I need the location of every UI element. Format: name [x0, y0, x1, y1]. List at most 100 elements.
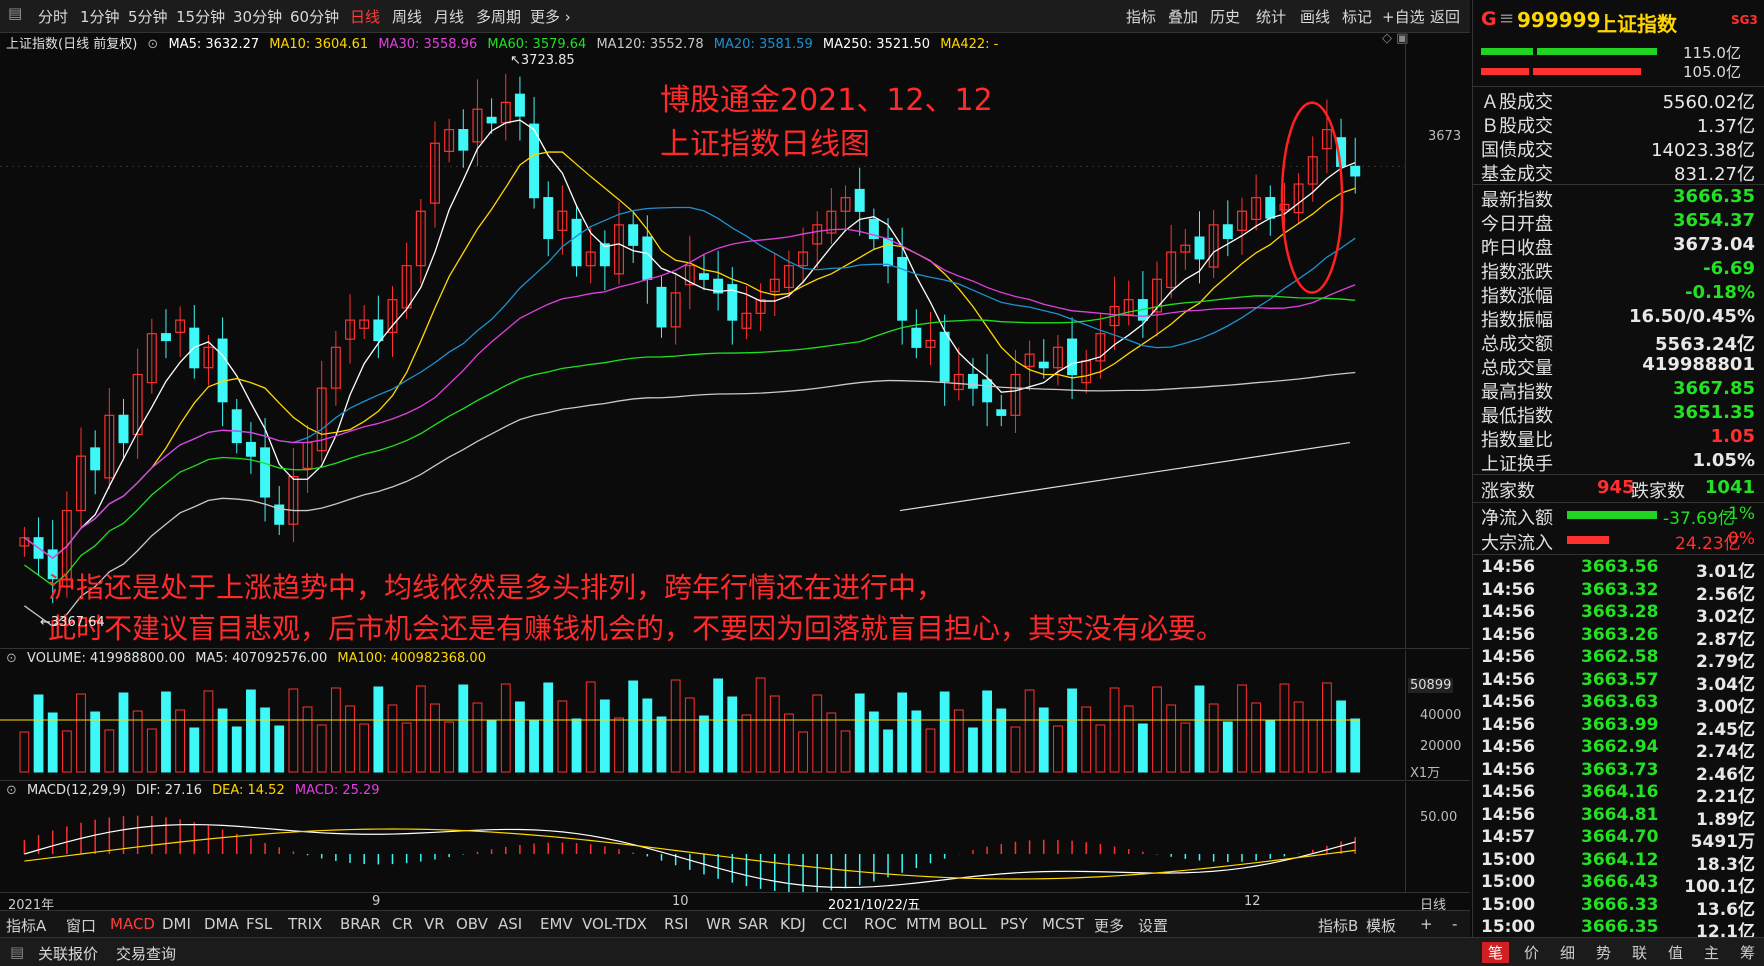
indicator-tab[interactable]: 更多 [1094, 917, 1125, 935]
menu-icon[interactable]: ≡ [1499, 8, 1515, 29]
tool-overlay[interactable]: 叠加 [1168, 8, 1199, 26]
period-15min[interactable]: 15分钟 [176, 8, 226, 26]
volume-bar [543, 682, 554, 773]
tool-back[interactable]: 返回 [1430, 8, 1461, 26]
indicator-tab[interactable]: FSL [246, 915, 273, 933]
indicator-tab[interactable]: MCST [1042, 915, 1085, 933]
detail-tab[interactable]: 筹 [1740, 944, 1756, 962]
quote-row: 指数量比 1.05 [1481, 426, 1757, 451]
indicator-tab[interactable]: VOL-TDX [582, 915, 647, 933]
indicator-tab[interactable]: TRIX [288, 915, 323, 933]
candle-down [996, 409, 1007, 416]
tool-draw[interactable]: 画线 [1300, 8, 1331, 26]
indicator-tab[interactable]: RSI [664, 915, 689, 933]
volume-ma100: MA100: 400982368.00 [337, 651, 486, 666]
indicator-tab[interactable]: VR [424, 915, 445, 933]
quote-row: 总成交量 419988801 [1481, 354, 1757, 379]
candle-down [245, 441, 256, 457]
expand-icon[interactable]: ◇ ▣ [1382, 31, 1409, 46]
settings-circle-icon[interactable]: ⊙ [147, 37, 159, 52]
candle-up [557, 210, 568, 231]
market-row: Ａ股成交 5560.02亿 [1481, 88, 1757, 113]
time-label-dec: 12 [1244, 894, 1261, 909]
indicator-tab[interactable]: PSY [1000, 915, 1028, 933]
candle-up [1321, 129, 1332, 150]
indicator-tab[interactable]: KDJ [780, 915, 806, 933]
tick-time: 14:56 [1481, 579, 1536, 600]
indicator-tab[interactable]: BOLL [948, 915, 987, 933]
panel-toggle-icon[interactable]: ▤ [10, 943, 25, 961]
quote-row-label: 指数振幅 [1481, 310, 1553, 331]
settings-circle-icon[interactable]: ⊙ [6, 783, 17, 798]
indicator-tab[interactable]: ASI [498, 915, 523, 933]
macd-chart[interactable]: ⊙ MACD(12,29,9) DIF: 27.16 DEA: 14.52 MA… [0, 782, 1470, 892]
tick-time: 15:00 [1481, 849, 1536, 870]
tool-stats[interactable]: 统计 [1256, 8, 1287, 26]
indicator-tab[interactable]: DMI [162, 915, 191, 933]
tool-history[interactable]: 历史 [1210, 8, 1241, 26]
low-price-label: ←3367.64 [40, 615, 105, 630]
settings-circle-icon[interactable]: ⊙ [6, 651, 17, 666]
related-quotes-button[interactable]: 关联报价 [38, 945, 99, 963]
macd-dea-line [24, 828, 1356, 880]
indicator-tab[interactable]: EMV [540, 915, 573, 933]
indicator-tab[interactable]: OBV [456, 915, 488, 933]
period-60min[interactable]: 60分钟 [290, 8, 340, 26]
volume-bar [727, 696, 738, 773]
indicator-tab[interactable]: WR [706, 915, 732, 933]
indicator-tab[interactable]: CCI [822, 915, 848, 933]
candlestick-chart[interactable]: 上证指数(日线 前复权) ⊙ MA5: 3632.27 MA10: 3604.6… [0, 31, 1409, 648]
indicator-tab[interactable]: CR [392, 915, 413, 933]
period-5min[interactable]: 5分钟 [128, 8, 168, 26]
tick-time: 14:56 [1481, 782, 1536, 802]
detail-tab[interactable]: 势 [1596, 944, 1612, 962]
candle-down [373, 319, 384, 342]
detail-tab[interactable]: 值 [1668, 944, 1684, 962]
volume-legend: ⊙ VOLUME: 419988800.00 MA5: 407092576.00… [6, 651, 492, 666]
indicator-tab[interactable]: MACD [110, 915, 155, 933]
detail-tab[interactable]: 联 [1632, 944, 1648, 962]
indicator-right-button[interactable]: 模板 [1366, 917, 1397, 935]
tool-add-watchlist[interactable]: +自选 [1382, 8, 1425, 26]
indicator-right-button[interactable]: 指标B [1318, 917, 1359, 935]
indicator-right-button[interactable]: - [1452, 915, 1458, 933]
volume-bar [61, 730, 72, 773]
indicator-tab[interactable]: ROC [864, 915, 897, 933]
detail-tab[interactable]: 价 [1524, 944, 1540, 962]
tick-price: 3663.28 [1581, 602, 1659, 622]
volume-bar [1293, 701, 1304, 773]
indicator-tab[interactable]: 设置 [1138, 917, 1169, 935]
period-fenshi[interactable]: 分时 [38, 8, 69, 26]
volume-bar [1038, 707, 1049, 773]
indicator-tab[interactable]: 指标A [6, 917, 47, 935]
indicator-tab[interactable]: MTM [906, 915, 942, 933]
indicator-tab[interactable]: 窗口 [66, 917, 97, 935]
panel-toggle-icon[interactable]: ▤ [8, 4, 23, 22]
period-30min[interactable]: 30分钟 [233, 8, 283, 26]
indicator-tab[interactable]: SAR [738, 915, 769, 933]
period-more[interactable]: 更多 › [530, 8, 571, 26]
period-1min[interactable]: 1分钟 [80, 8, 120, 26]
macd-legend: ⊙ MACD(12,29,9) DIF: 27.16 DEA: 14.52 MA… [6, 783, 386, 798]
period-daily[interactable]: 日线 [350, 8, 381, 26]
volume-bar [217, 708, 228, 773]
period-monthly[interactable]: 月线 [434, 8, 465, 26]
tool-indicator[interactable]: 指标 [1126, 8, 1157, 26]
indicator-tab[interactable]: BRAR [340, 915, 381, 933]
tick-row: 14:56 3663.63 3.00亿 [1481, 692, 1757, 717]
period-multi[interactable]: 多周期 [476, 8, 522, 26]
bar2-value: 105.0亿 [1683, 63, 1741, 81]
volume-bar [812, 694, 823, 773]
tick-price: 3666.33 [1581, 894, 1659, 915]
indicator-tab[interactable]: DMA [204, 915, 239, 933]
detail-tab[interactable]: 细 [1560, 944, 1576, 962]
period-weekly[interactable]: 周线 [392, 8, 423, 26]
trade-query-button[interactable]: 交易查询 [116, 945, 177, 963]
detail-tab[interactable]: 主 [1704, 944, 1720, 962]
candle-down [231, 409, 242, 444]
indicator-right-button[interactable]: + [1420, 915, 1433, 933]
tool-mark[interactable]: 标记 [1342, 8, 1373, 26]
volume-chart[interactable]: ⊙ VOLUME: 419988800.00 MA5: 407092576.00… [0, 650, 1470, 781]
detail-tab[interactable]: 笔 [1482, 942, 1510, 963]
time-label-sep: 9 [372, 894, 381, 909]
